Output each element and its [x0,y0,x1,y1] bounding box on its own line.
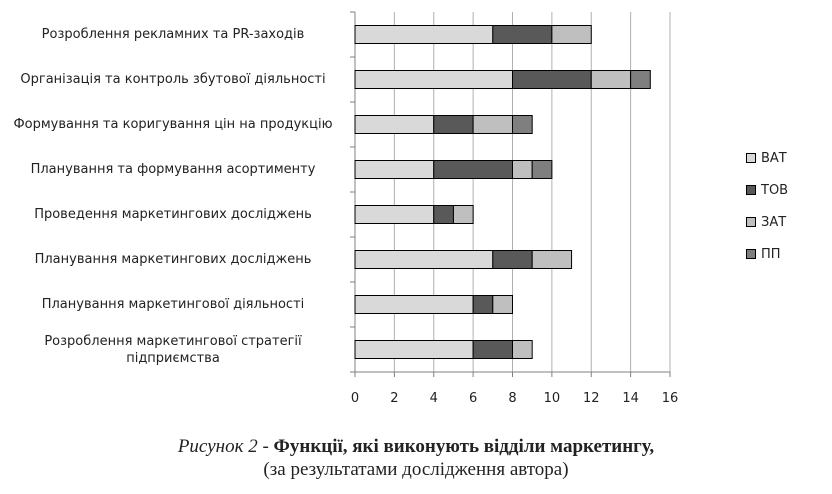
legend-label: ПП [761,246,781,262]
bar-segment [354,115,435,134]
y-category-label: Планування маркетингової діяльності [41,297,305,312]
bar-segment [531,250,573,269]
bar-segment [531,160,553,179]
bar-segment [354,205,435,224]
legend-swatch [746,217,756,227]
bar-segment [551,25,592,44]
y-category-label: Проведення маркетингових досліджень [34,207,312,222]
x-tick-label: 12 [583,391,600,406]
bar-segment [630,70,651,89]
bar-segment [452,205,474,224]
bar-segment [512,160,533,179]
bar-segment [354,160,435,179]
y-category-label: Планування маркетингових досліджень [34,252,312,267]
bar-segment [354,340,474,359]
legend-swatch [746,153,756,163]
legend-item: ПП [746,244,826,264]
bar-segment [492,250,533,269]
bar-segment [433,160,513,179]
x-tick-label: 2 [390,391,398,406]
chart-area: 0 2 4 6 8 10 12 14 16 Розроблення рекламних та P… [13,11,826,406]
y-category-label: Планування та формування асортименту [30,162,316,177]
x-tick-label: 16 [662,391,679,406]
x-tick-label: 0 [351,391,359,406]
legend-item: ТОВ [746,180,826,200]
figure-caption-line2: (за результатами дослідження автора) [263,459,569,480]
bar-segment [354,70,513,89]
bar-segment [433,115,474,134]
bar-segment [512,115,533,134]
bar-segment [512,70,592,89]
legend-swatch [746,249,756,259]
caption-figure-number: Рисунок 2 [177,436,258,457]
legend-item: ВАТ [746,148,826,168]
y-category-label: Формування та коригування цін на продукц… [13,117,333,132]
x-tick-label: 8 [508,391,516,406]
legend: ВАТ ТОВ ЗАТ ПП [746,148,826,276]
x-tick-label: 10 [544,391,561,406]
bar-segment [472,115,513,134]
bar-segment [354,295,474,314]
y-category-label: Розроблення маркетингової стратегії підп… [44,333,302,366]
chart-plot: 0 2 4 6 8 10 12 14 16 [350,11,679,406]
legend-label: ЗАТ [761,214,787,230]
bar-segment [492,25,553,44]
y-category-label: Розроблення рекламних та PR-заходів [41,27,305,42]
y-category-label: Організація та контроль збутової діяльно… [20,72,326,87]
legend-item: ЗАТ [746,212,826,232]
bar-segment [472,295,494,314]
bar-segment [492,295,513,314]
caption-title: Функції, які виконують відділи маркетинг… [273,436,655,457]
bar-segment [590,70,632,89]
figure-caption-line1: Рисунок 2 - Функції, які виконують відді… [0,436,832,458]
legend-label: ВАТ [761,150,787,166]
x-tick-label: 4 [430,391,438,406]
caption-separator: - [257,436,274,457]
legend-swatch [746,185,756,195]
x-tick-label: 14 [622,391,639,406]
bar-segment [512,340,533,359]
x-tick-label: 6 [469,391,477,406]
bar-segment [433,205,454,224]
legend-label: ТОВ [761,182,789,198]
bar-segment [472,340,513,359]
bar-segment [354,250,494,269]
bar-segment [354,25,494,44]
